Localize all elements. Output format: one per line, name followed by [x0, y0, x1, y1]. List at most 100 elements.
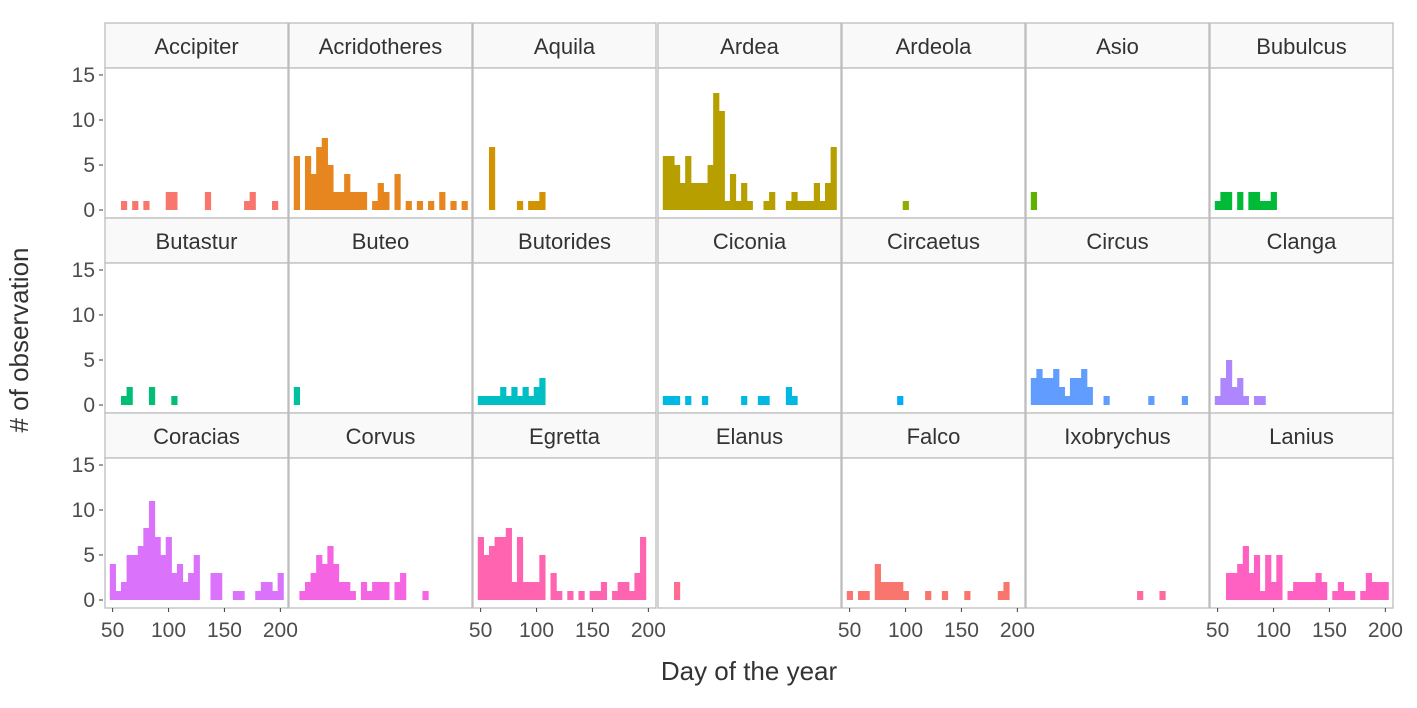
facet-title: Aquila [534, 34, 596, 59]
histogram-bar [120, 582, 128, 600]
facet-title: Ardeola [896, 34, 973, 59]
x-tick-label: 50 [1206, 619, 1229, 642]
histogram-bar [707, 165, 714, 210]
facet-title: Bubulcus [1256, 34, 1347, 59]
histogram-bar [148, 387, 156, 405]
histogram-bar [1265, 555, 1272, 600]
facet-title: Ciconia [713, 229, 787, 254]
histogram-bar [1036, 369, 1043, 405]
facet-title: Butastur [156, 229, 238, 254]
histogram-bar [964, 591, 971, 600]
histogram-bar [1321, 582, 1328, 600]
x-tick-label: 200 [631, 619, 666, 642]
histogram-bar [1365, 573, 1373, 600]
y-tick-label: 10 [72, 499, 95, 522]
histogram-bar [1382, 582, 1389, 600]
facet-strip [1209, 22, 1394, 69]
histogram-bar [1287, 591, 1294, 600]
histogram-bar [204, 192, 212, 210]
y-tick-label: 15 [72, 259, 95, 282]
x-tick-label: 200 [263, 619, 298, 642]
facet-panel [841, 262, 1026, 414]
histogram-bar [1237, 378, 1244, 405]
facet-title: Accipiter [154, 34, 238, 59]
histogram-bar [1225, 360, 1233, 405]
histogram-bar [539, 555, 546, 600]
histogram-bar [941, 591, 949, 600]
histogram-bar [477, 537, 484, 600]
histogram-bar [477, 396, 484, 405]
histogram-bar [1047, 378, 1054, 405]
histogram-bar [511, 387, 518, 405]
histogram-bar [182, 582, 189, 600]
histogram-bar [874, 564, 881, 600]
histogram-bar [299, 591, 306, 600]
histogram-bar [1248, 573, 1255, 600]
histogram-bar [668, 396, 675, 405]
facet-strip [104, 217, 289, 264]
histogram-bar [735, 201, 742, 210]
histogram-bar [171, 192, 178, 210]
histogram-bar [880, 582, 887, 600]
histogram-bar [1253, 192, 1261, 210]
histogram-bar [1248, 192, 1255, 210]
facet-aquila: Aquila [472, 22, 657, 219]
histogram-bar [372, 582, 379, 600]
facet-title: Egretta [529, 424, 601, 449]
x-axis-title: Day of the year [661, 656, 838, 686]
histogram-bar [494, 537, 501, 600]
histogram-bar [461, 201, 468, 210]
histogram-bar [1259, 201, 1266, 210]
x-tick-label: 150 [944, 619, 979, 642]
facet-title: Butorides [518, 229, 611, 254]
histogram-bar [488, 147, 496, 210]
histogram-bar [488, 396, 496, 405]
histogram-bar [126, 555, 133, 600]
x-tick-label: 200 [1368, 619, 1403, 642]
histogram-bar [662, 156, 669, 210]
histogram-bar [171, 573, 178, 600]
facet-acridotheres: Acridotheres [288, 22, 473, 219]
facet-title: Clanga [1267, 229, 1337, 254]
histogram-bar [338, 582, 345, 600]
histogram-bar [132, 201, 139, 210]
histogram-bar [1242, 396, 1249, 405]
histogram-bar [679, 183, 686, 210]
histogram-bar [522, 387, 529, 405]
histogram-bar [349, 591, 356, 600]
histogram-bar [1086, 387, 1093, 405]
histogram-bar [813, 183, 821, 210]
facet-asio: Asio [1025, 22, 1210, 219]
facet-panel [104, 262, 289, 414]
histogram-bar [188, 573, 195, 600]
histogram-bar [617, 582, 624, 600]
histogram-bar [785, 201, 793, 210]
facet-title: Circus [1086, 229, 1148, 254]
y-tick-label: 10 [72, 109, 95, 132]
histogram-bar [316, 147, 323, 210]
histogram-bar [533, 201, 540, 210]
histogram-bar [383, 582, 390, 600]
facet-strip [841, 217, 1026, 264]
histogram-bar [1298, 582, 1305, 600]
facet-title: Lanius [1269, 424, 1334, 449]
histogram-bar [483, 555, 490, 600]
facet-corvus: Corvus [288, 412, 473, 609]
histogram-bar [830, 147, 837, 210]
facet-strip [1025, 22, 1210, 69]
histogram-bar [1337, 582, 1345, 600]
histogram-bar [690, 183, 697, 210]
histogram-bar [1041, 378, 1049, 405]
histogram-bar [713, 93, 720, 210]
histogram-bar [522, 582, 529, 600]
histogram-bar [550, 573, 557, 600]
y-tick-label: 15 [72, 454, 95, 477]
histogram-bar [1259, 396, 1266, 405]
y-tick-label: 5 [83, 154, 95, 177]
histogram-bar [763, 201, 770, 210]
histogram-bar [310, 573, 317, 600]
x-tick-label: 200 [1000, 619, 1035, 642]
histogram-bar [640, 537, 647, 600]
y-tick-label: 5 [83, 544, 95, 567]
x-tick-label: 100 [151, 619, 186, 642]
